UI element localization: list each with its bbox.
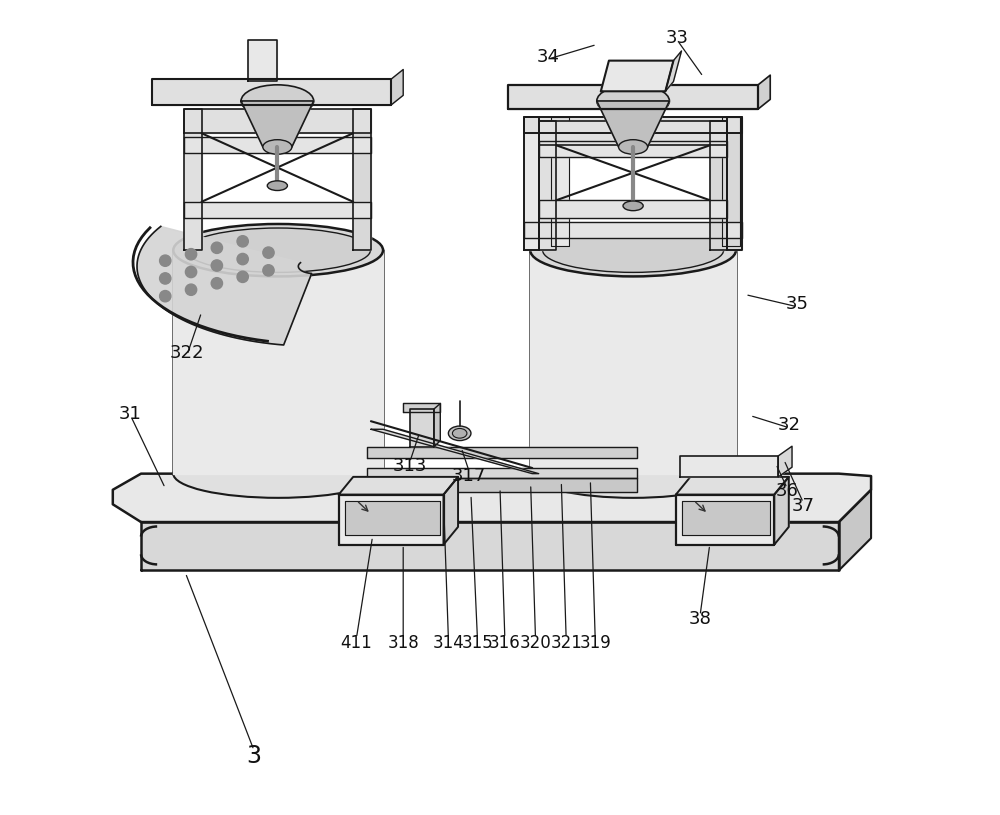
Polygon shape <box>539 121 727 145</box>
Ellipse shape <box>173 224 383 276</box>
Polygon shape <box>391 69 403 105</box>
Polygon shape <box>530 250 736 474</box>
Text: 319: 319 <box>579 634 611 652</box>
Text: 36: 36 <box>776 482 799 500</box>
Text: 38: 38 <box>689 610 711 628</box>
Polygon shape <box>434 403 440 447</box>
Ellipse shape <box>263 139 292 154</box>
Text: 320: 320 <box>520 634 551 652</box>
Circle shape <box>263 247 274 258</box>
Ellipse shape <box>619 139 648 154</box>
Circle shape <box>160 255 171 267</box>
Polygon shape <box>137 227 312 345</box>
Polygon shape <box>839 490 871 570</box>
Ellipse shape <box>543 228 724 272</box>
Ellipse shape <box>448 426 471 441</box>
Text: 315: 315 <box>462 634 493 652</box>
Ellipse shape <box>186 228 370 272</box>
Polygon shape <box>141 522 839 570</box>
Text: 32: 32 <box>777 416 800 434</box>
Circle shape <box>211 260 223 271</box>
Polygon shape <box>152 79 391 105</box>
Polygon shape <box>676 495 774 544</box>
Polygon shape <box>173 250 383 474</box>
Polygon shape <box>680 456 778 477</box>
Polygon shape <box>184 137 371 153</box>
Polygon shape <box>339 495 444 544</box>
Polygon shape <box>710 121 727 250</box>
Text: 322: 322 <box>170 344 204 362</box>
Polygon shape <box>184 109 371 133</box>
Text: 321: 321 <box>550 634 582 652</box>
Ellipse shape <box>452 429 467 438</box>
Polygon shape <box>184 109 202 250</box>
Text: 33: 33 <box>666 29 689 47</box>
Circle shape <box>185 267 197 278</box>
Circle shape <box>185 284 197 295</box>
Polygon shape <box>539 141 727 157</box>
Circle shape <box>263 265 274 276</box>
Polygon shape <box>367 478 637 492</box>
Polygon shape <box>113 474 871 522</box>
Polygon shape <box>758 75 770 109</box>
Polygon shape <box>371 430 539 474</box>
Polygon shape <box>367 468 637 478</box>
Polygon shape <box>403 403 440 412</box>
Circle shape <box>160 273 171 284</box>
Polygon shape <box>539 200 727 218</box>
Text: 34: 34 <box>537 47 560 65</box>
Polygon shape <box>774 477 789 544</box>
Circle shape <box>237 271 248 283</box>
Polygon shape <box>551 117 569 246</box>
Text: 31: 31 <box>119 405 142 423</box>
Text: 314: 314 <box>432 634 464 652</box>
Text: 316: 316 <box>489 634 521 652</box>
Ellipse shape <box>530 449 736 498</box>
Polygon shape <box>367 447 637 457</box>
Text: 3: 3 <box>246 744 261 768</box>
Text: 411: 411 <box>341 634 372 652</box>
Circle shape <box>237 253 248 265</box>
Ellipse shape <box>267 181 287 191</box>
Polygon shape <box>682 501 770 535</box>
Polygon shape <box>539 121 556 250</box>
Polygon shape <box>727 117 742 250</box>
Ellipse shape <box>241 85 314 117</box>
Polygon shape <box>597 101 669 147</box>
Polygon shape <box>524 222 742 238</box>
Ellipse shape <box>173 449 383 498</box>
Ellipse shape <box>530 224 736 276</box>
Polygon shape <box>345 501 440 535</box>
Polygon shape <box>778 447 792 477</box>
Circle shape <box>160 290 171 302</box>
Circle shape <box>211 242 223 253</box>
Text: 35: 35 <box>785 295 808 313</box>
Circle shape <box>211 278 223 289</box>
Polygon shape <box>241 101 314 147</box>
Polygon shape <box>444 477 458 544</box>
Polygon shape <box>601 60 673 91</box>
Ellipse shape <box>597 85 669 117</box>
Polygon shape <box>248 41 277 81</box>
Text: 37: 37 <box>792 497 815 515</box>
Polygon shape <box>722 117 740 246</box>
Polygon shape <box>353 109 371 250</box>
Polygon shape <box>665 51 682 91</box>
Circle shape <box>237 236 248 247</box>
Text: 318: 318 <box>387 634 419 652</box>
Polygon shape <box>676 477 789 495</box>
Polygon shape <box>410 409 434 447</box>
Ellipse shape <box>623 201 643 210</box>
Polygon shape <box>524 117 742 133</box>
Polygon shape <box>524 117 539 250</box>
Polygon shape <box>508 85 758 109</box>
Text: 313: 313 <box>392 456 427 474</box>
Polygon shape <box>184 202 371 218</box>
Circle shape <box>185 249 197 260</box>
Polygon shape <box>339 477 458 495</box>
Text: 317: 317 <box>452 467 487 485</box>
